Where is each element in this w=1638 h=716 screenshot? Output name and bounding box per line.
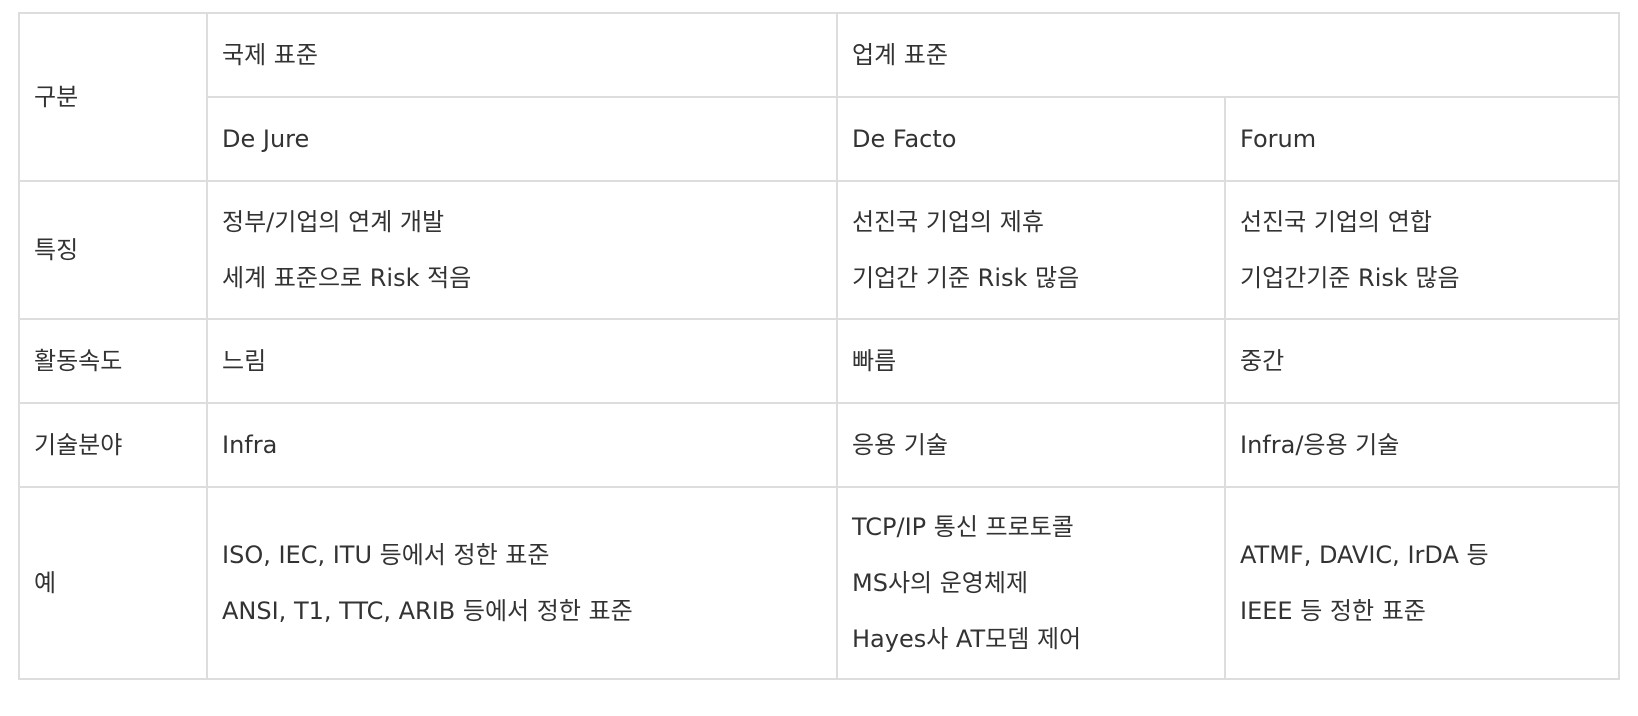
cell-line: Infra/응용 기술 <box>1240 431 1400 459</box>
cell-line: 기업간기준 Risk 많음 <box>1240 264 1460 292</box>
table-row-tech-field: 기술분야 Infra 응용 기술 Infra/응용 기술 <box>18 402 1621 488</box>
de-jure-cell: ISO, IEC, ITU 등에서 정한 표준 ANSI, T1, TTC, A… <box>206 486 838 680</box>
table-row-characteristics: 특징 정부/기업의 연계 개발 세계 표준으로 Risk 적음 선진국 기업의 … <box>18 180 1621 320</box>
de-facto-cell: 선진국 기업의 제휴 기업간 기준 Risk 많음 <box>836 180 1226 320</box>
row-label-cell: 특징 <box>18 180 208 320</box>
cell-line: 선진국 기업의 제휴 <box>852 208 1044 236</box>
row-label-cell: 활동속도 <box>18 318 208 404</box>
de-jure-cell: 정부/기업의 연계 개발 세계 표준으로 Risk 적음 <box>206 180 838 320</box>
forum-cell: 선진국 기업의 연합 기업간기준 Risk 많음 <box>1223 180 1621 320</box>
cell-line: 응용 기술 <box>852 431 948 459</box>
cell-line: 기업간 기준 Risk 많음 <box>852 264 1080 292</box>
cell-line: 정부/기업의 연계 개발 <box>222 208 445 236</box>
row-label-cell: 예 <box>18 486 208 680</box>
cell-line: 빠름 <box>852 347 897 375</box>
cell-line: 중간 <box>1240 347 1285 375</box>
de-facto-cell: 빠름 <box>836 318 1226 404</box>
cell-line: ATMF, DAVIC, IrDA 등 <box>1240 541 1489 569</box>
forum-cell: 중간 <box>1223 318 1621 404</box>
cell-line: 느림 <box>222 347 267 375</box>
header-row-1: 구분 국제 표준 업계 표준 <box>18 12 1621 182</box>
de-jure-cell: Infra <box>206 402 838 488</box>
de-facto-cell: 응용 기술 <box>836 402 1226 488</box>
header-row-2: De Jure De Facto Forum <box>19 96 1621 182</box>
forum-cell: ATMF, DAVIC, IrDA 등 IEEE 등 정한 표준 <box>1223 486 1621 680</box>
table-row-examples: 예 ISO, IEC, ITU 등에서 정한 표준 ANSI, T1, TTC,… <box>18 486 1621 680</box>
cell-line: MS사의 운영체제 <box>852 569 1029 597</box>
cell-line: TCP/IP 통신 프로토콜 <box>852 513 1074 541</box>
de-facto-cell: TCP/IP 통신 프로토콜 MS사의 운영체제 Hayes사 AT모뎀 제어 <box>836 486 1226 680</box>
header-forum-cell: Forum <box>1223 96 1621 182</box>
forum-cell: Infra/응용 기술 <box>1223 402 1621 488</box>
header-international-cell: 국제 표준 <box>206 12 838 98</box>
row-label-cell: 기술분야 <box>18 402 208 488</box>
cell-line: Infra <box>222 431 278 459</box>
cell-line: ISO, IEC, ITU 등에서 정한 표준 <box>222 541 550 569</box>
header-de-facto-cell: De Facto <box>836 96 1226 182</box>
table-row-activity-speed: 활동속도 느림 빠름 중간 <box>18 318 1621 404</box>
cell-line: ANSI, T1, TTC, ARIB 등에서 정한 표준 <box>222 597 633 625</box>
header-de-jure-cell: De Jure <box>206 96 838 182</box>
cell-line: IEEE 등 정한 표준 <box>1240 597 1426 625</box>
standards-table-container: 구분 국제 표준 업계 표준 De Jure De Facto Forum 특징… <box>18 12 1621 680</box>
de-jure-cell: 느림 <box>206 318 838 404</box>
header-industry-cell: 업계 표준 <box>835 12 1621 98</box>
cell-line: 선진국 기업의 연합 <box>1240 208 1432 236</box>
cell-line: Hayes사 AT모뎀 제어 <box>852 625 1082 653</box>
header-category-cell: 구분 <box>18 12 208 182</box>
cell-line: 세계 표준으로 Risk 적음 <box>222 264 472 292</box>
standards-comparison-table: 구분 국제 표준 업계 표준 De Jure De Facto Forum 특징… <box>18 12 1621 680</box>
